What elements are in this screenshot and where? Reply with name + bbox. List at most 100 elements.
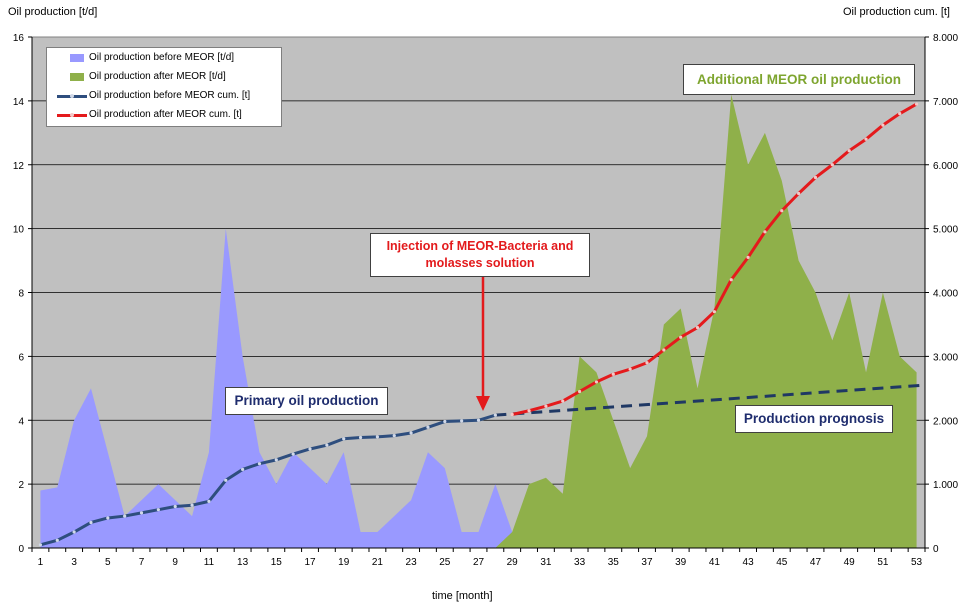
- line-cum-after-meor-marker: [561, 399, 565, 403]
- injection-arrow-head: [476, 396, 490, 411]
- y-left-tick-label: 6: [18, 352, 24, 363]
- y-right-tick-label: 6.000: [933, 161, 958, 172]
- line-cum-after-meor-marker: [662, 348, 666, 352]
- line-cum-after-meor-marker: [628, 367, 632, 371]
- x-axis-title: time [month]: [432, 590, 493, 602]
- x-tick-label: 25: [439, 557, 451, 568]
- legend-swatch-before: [53, 50, 89, 66]
- x-tick-label: 37: [641, 557, 653, 568]
- line-cum-after-meor-marker: [611, 372, 615, 376]
- line-cum-after-meor-marker: [695, 326, 700, 330]
- line-cum-after-meor-marker: [577, 389, 582, 394]
- legend-item-after: Oil production after MEOR [t/d]: [53, 69, 226, 85]
- x-tick-label: 13: [237, 557, 249, 568]
- x-tick-label: 41: [709, 557, 721, 568]
- y-left-tick-label: 16: [13, 33, 25, 44]
- line-cum-before-meor-marker: [72, 530, 76, 534]
- x-tick-label: 53: [911, 557, 923, 568]
- line-cum-before-meor-marker: [426, 425, 430, 429]
- legend-item-cum-before: Oil production before MEOR cum. [t]: [53, 88, 250, 104]
- x-tick-label: 39: [675, 557, 687, 568]
- line-cum-before-meor-marker: [106, 516, 110, 520]
- line-cum-before-meor-marker: [308, 447, 312, 451]
- line-cum-after-meor-marker: [780, 209, 784, 213]
- line-cum-after-meor-marker: [729, 278, 733, 282]
- line-cum-after-meor-marker: [813, 175, 818, 180]
- y-left-tick-label: 8: [18, 289, 24, 300]
- x-tick-label: 19: [338, 557, 350, 568]
- y-left-axis-title: Oil production [t/d]: [8, 6, 98, 18]
- line-cum-after-meor-marker: [746, 255, 750, 259]
- line-cum-before-meor-marker: [409, 431, 413, 435]
- line-cum-after-meor-marker: [864, 137, 868, 141]
- line-cum-before-meor-marker: [123, 514, 127, 518]
- primary-production-callout: Primary oil production: [225, 387, 388, 415]
- legend-label-cum-before: Oil production before MEOR cum. [t]: [89, 90, 251, 101]
- additional-production-callout: Additional MEOR oil production: [683, 64, 915, 95]
- y-right-tick-label: 5.000: [933, 225, 958, 236]
- area-after-meor: [495, 94, 917, 549]
- line-cum-after-meor-marker: [594, 380, 599, 384]
- line-cum-after-meor-marker: [712, 310, 716, 314]
- x-tick-label: 1: [38, 557, 44, 568]
- y-right-tick-label: 0: [933, 544, 939, 555]
- x-tick-label: 11: [204, 557, 215, 568]
- x-tick-label: 27: [473, 557, 485, 568]
- line-cum-before-meor-marker: [89, 520, 93, 525]
- x-tick-label: 35: [608, 557, 620, 568]
- y-right-tick-label: 3.000: [933, 352, 958, 363]
- y-left-tick-label: 2: [18, 480, 24, 491]
- x-tick-label: 9: [172, 557, 178, 568]
- legend-swatch-after: [53, 69, 89, 85]
- line-cum-after-meor-marker: [527, 409, 531, 413]
- line-cum-after-meor-marker: [679, 335, 683, 339]
- line-cum-before-meor-marker: [38, 543, 43, 547]
- y-left-tick-label: 12: [13, 161, 25, 172]
- y-left-tick-label: 14: [13, 97, 25, 108]
- y-right-tick-label: 8.000: [933, 33, 958, 44]
- legend-swatch-cum-after: [53, 107, 89, 123]
- line-cum-before-meor-marker: [55, 538, 59, 542]
- x-tick-label: 47: [810, 557, 822, 568]
- y-left-tick-label: 10: [13, 225, 25, 236]
- x-tick-label: 29: [507, 557, 519, 568]
- line-cum-after-meor-marker: [847, 149, 851, 153]
- injection-callout-line2: molasses solution: [425, 256, 535, 270]
- x-tick-label: 7: [139, 557, 145, 568]
- line-cum-after-meor-marker: [881, 123, 885, 127]
- y-right-tick-label: 4.000: [933, 289, 958, 300]
- legend-label-after: Oil production after MEOR [t/d]: [89, 71, 226, 82]
- legend: Oil production before MEOR [t/d] Oil pro…: [46, 47, 282, 127]
- line-cum-before-meor-marker: [139, 511, 144, 515]
- x-tick-label: 33: [574, 557, 586, 568]
- line-cum-before-meor-marker: [190, 503, 194, 507]
- line-cum-after-meor-marker: [898, 112, 902, 116]
- line-cum-after-meor-marker: [763, 230, 767, 234]
- legend-item-before: Oil production before MEOR [t/d]: [53, 50, 234, 66]
- line-cum-before-meor-marker: [291, 452, 295, 456]
- area-before-meor: [40, 228, 513, 548]
- line-cum-before-meor-marker: [476, 418, 481, 422]
- x-tick-label: 45: [776, 557, 788, 568]
- line-cum-before-meor-marker: [358, 435, 363, 440]
- line-cum-before-meor: [40, 413, 496, 547]
- x-tick-label: 5: [105, 557, 111, 568]
- legend-label-before: Oil production before MEOR [t/d]: [89, 52, 235, 63]
- y-right-tick-label: 7.000: [933, 97, 958, 108]
- line-cum-after-meor-marker: [914, 102, 919, 106]
- line-cum-before-meor-marker: [375, 435, 380, 439]
- line-cum-before-meor-marker: [493, 413, 497, 417]
- y-right-tick-label: 1.000: [933, 480, 958, 491]
- line-cum-after-meor-marker: [645, 361, 649, 365]
- x-tick-label: 3: [71, 557, 77, 568]
- x-tick-label: 17: [304, 557, 316, 568]
- x-tick-label: 43: [743, 557, 755, 568]
- injection-callout-line1: Injection of MEOR-Bacteria and: [386, 239, 574, 253]
- y-left-tick-label: 0: [18, 544, 24, 555]
- line-cum-before-meor-marker: [460, 419, 464, 423]
- legend-swatch-cum-before: [53, 88, 89, 104]
- x-tick-label: 23: [406, 557, 418, 568]
- x-tick-label: 21: [372, 557, 384, 568]
- line-cum-before-meor-marker: [274, 458, 278, 462]
- injection-callout: Injection of MEOR-Bacteria and molasses …: [370, 233, 590, 277]
